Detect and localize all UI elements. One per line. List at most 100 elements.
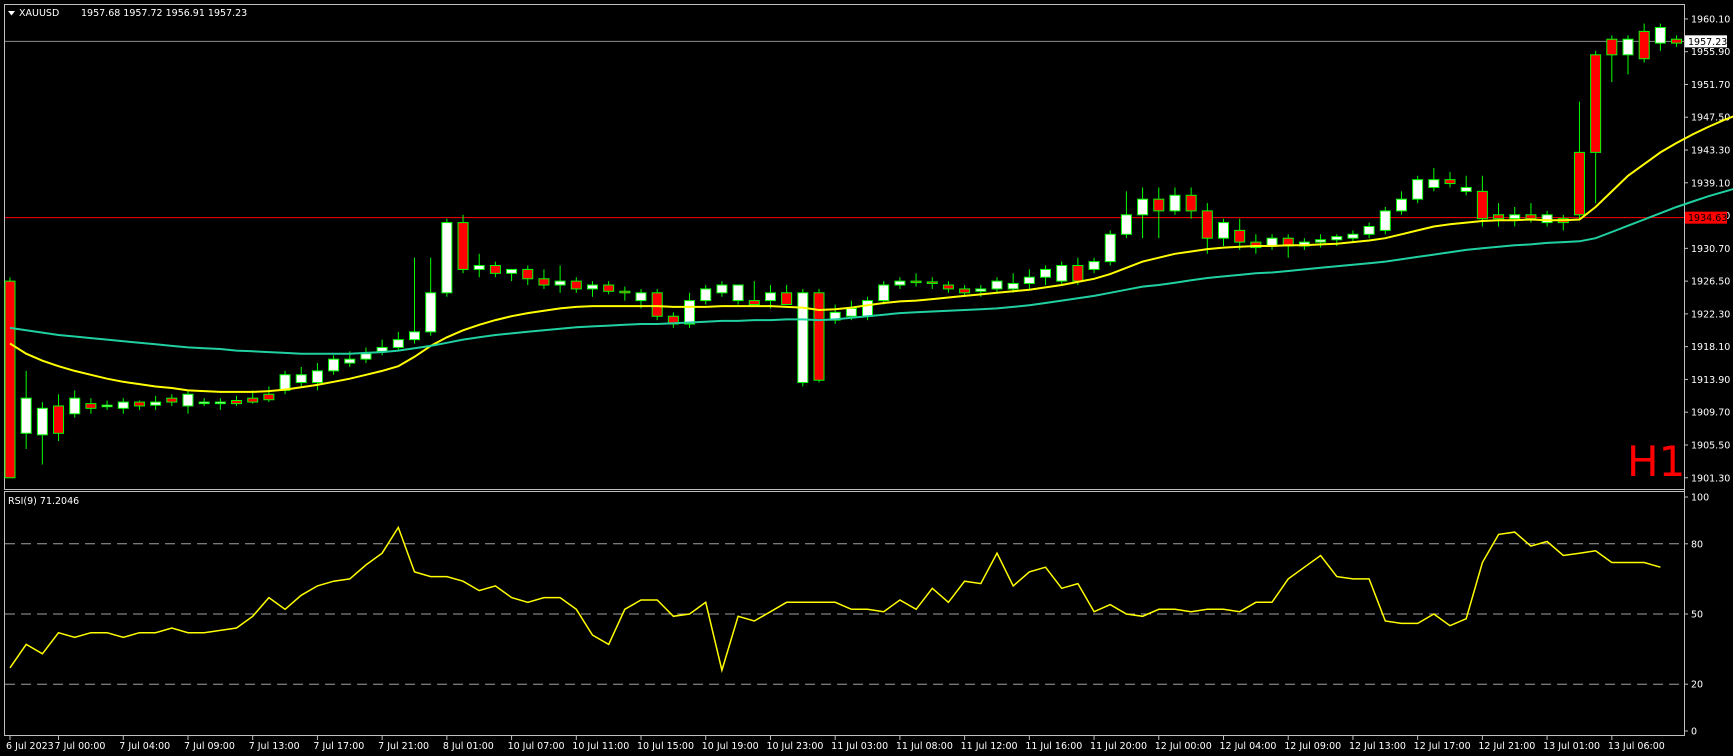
- time-tick-label: 6 Jul 2023: [6, 741, 54, 752]
- bull-candle: [1622, 38, 1634, 56]
- bull-candle: [425, 292, 437, 333]
- time-tick-label: 10 Jul 07:00: [508, 741, 565, 752]
- bull-candle: [1363, 225, 1375, 235]
- price-tick-label: 1939.10: [1691, 178, 1730, 189]
- bull-candle: [554, 280, 566, 286]
- symbol-menu-triangle-icon[interactable]: [8, 11, 15, 16]
- moving-average-lines: [9, 115, 1733, 393]
- bull-candle: [376, 346, 388, 352]
- bull-candle: [1347, 233, 1359, 239]
- time-tick-label: 7 Jul 04:00: [119, 741, 170, 752]
- time-tick-label: 7 Jul 17:00: [313, 741, 364, 752]
- rsi-line: [9, 525, 1661, 674]
- bull-candle: [150, 401, 162, 406]
- bear-candle: [247, 397, 259, 403]
- time-tick-label: 11 Jul 03:00: [831, 741, 888, 752]
- bull-candle: [1023, 276, 1035, 284]
- bull-candle: [635, 292, 647, 302]
- rsi-title: RSI(9) 71.2046: [8, 496, 79, 507]
- bear-candle: [926, 281, 938, 284]
- bear-candle: [570, 280, 582, 290]
- time-tick-label: 13 Jul 01:00: [1543, 741, 1600, 752]
- bull-candle: [1056, 265, 1068, 282]
- bear-candle: [53, 405, 65, 434]
- time-tick-label: 7 Jul 21:00: [378, 741, 429, 752]
- timeframe-watermark: H1: [1627, 437, 1685, 486]
- bull-candle: [1395, 198, 1407, 212]
- rsi-tick-label: 80: [1691, 539, 1703, 550]
- bull-candle: [1460, 186, 1472, 192]
- time-axis: 6 Jul 2023 7 Jul 00:00 7 Jul 04:00 7 Jul 09…: [6, 736, 1665, 752]
- time-tick-label: 10 Jul 19:00: [702, 741, 759, 752]
- bear-candle: [133, 401, 145, 407]
- bull-candle: [117, 401, 129, 409]
- bull-candle: [1218, 222, 1229, 239]
- time-tick-label: 11 Jul 12:00: [961, 741, 1018, 752]
- bear-candle: [959, 288, 971, 294]
- bear-candle: [1671, 38, 1683, 44]
- rsi-tick-label: 0: [1691, 727, 1697, 738]
- bull-candle: [764, 292, 776, 302]
- bear-candle: [538, 278, 550, 286]
- time-tick-label: 12 Jul 13:00: [1349, 741, 1406, 752]
- candlestick-series: [4, 23, 1683, 479]
- bid-price-label-bg: [1685, 35, 1727, 48]
- price-tick-label: 1922.30: [1691, 309, 1730, 320]
- bull-candle: [328, 358, 340, 372]
- price-tick-label: 1909.70: [1691, 408, 1730, 419]
- bull-candle: [1169, 194, 1181, 212]
- bear-candle: [85, 403, 97, 409]
- bear-candle: [1250, 241, 1262, 249]
- bull-candle: [684, 300, 696, 325]
- bear-candle: [748, 300, 760, 306]
- bear-candle: [1525, 214, 1537, 220]
- bull-candle: [295, 374, 307, 384]
- bear-candle: [1573, 151, 1585, 216]
- bear-candle: [651, 292, 663, 317]
- bull-candle: [506, 268, 518, 274]
- bull-candle: [392, 339, 404, 348]
- moving-average-1: [9, 115, 1733, 393]
- bear-candle: [1153, 198, 1165, 212]
- bear-candle: [522, 268, 534, 280]
- price-tick-label: 1943.30: [1691, 146, 1730, 157]
- bull-candle: [894, 280, 906, 286]
- bull-candle: [862, 300, 874, 317]
- rsi-tick-label: 100: [1691, 493, 1709, 504]
- time-tick-label: 7 Jul 09:00: [184, 741, 235, 752]
- bear-candle: [263, 393, 275, 401]
- bull-candle: [101, 404, 113, 408]
- time-tick-label: 12 Jul 04:00: [1220, 741, 1277, 752]
- bull-candle: [69, 397, 81, 415]
- bull-candle: [845, 307, 857, 317]
- price-tick-label: 1960.10: [1691, 14, 1730, 25]
- time-tick-label: 8 Jul 01:00: [443, 741, 494, 752]
- price-tick-label: 1955.90: [1691, 47, 1730, 58]
- bear-candle: [942, 284, 954, 290]
- bull-candle: [311, 370, 323, 384]
- bear-candle: [166, 397, 178, 403]
- bear-candle: [1234, 229, 1246, 243]
- bull-candle: [991, 280, 1003, 290]
- bull-candle: [182, 393, 194, 407]
- bear-candle: [1638, 30, 1650, 60]
- bear-candle: [231, 400, 243, 405]
- price-tick-label: 1905.50: [1691, 440, 1730, 451]
- bear-candle: [1476, 190, 1488, 220]
- time-tick-label: 11 Jul 08:00: [896, 741, 953, 752]
- time-tick-label: 11 Jul 16:00: [1025, 741, 1082, 752]
- time-tick-label: 12 Jul 17:00: [1414, 741, 1471, 752]
- moving-average-2: [9, 188, 1733, 355]
- bear-candle: [1072, 265, 1084, 282]
- bear-candle: [619, 290, 631, 294]
- time-tick-label: 10 Jul 11:00: [572, 741, 629, 752]
- bull-candle: [1412, 179, 1424, 200]
- bull-candle: [360, 353, 372, 360]
- time-tick-label: 12 Jul 09:00: [1284, 741, 1341, 752]
- rsi-tick-label: 20: [1691, 680, 1703, 691]
- time-tick-label: 7 Jul 00:00: [55, 741, 106, 752]
- bull-candle: [1654, 27, 1666, 44]
- level-price-label-bg: [1685, 211, 1727, 224]
- bull-candle: [1040, 268, 1052, 278]
